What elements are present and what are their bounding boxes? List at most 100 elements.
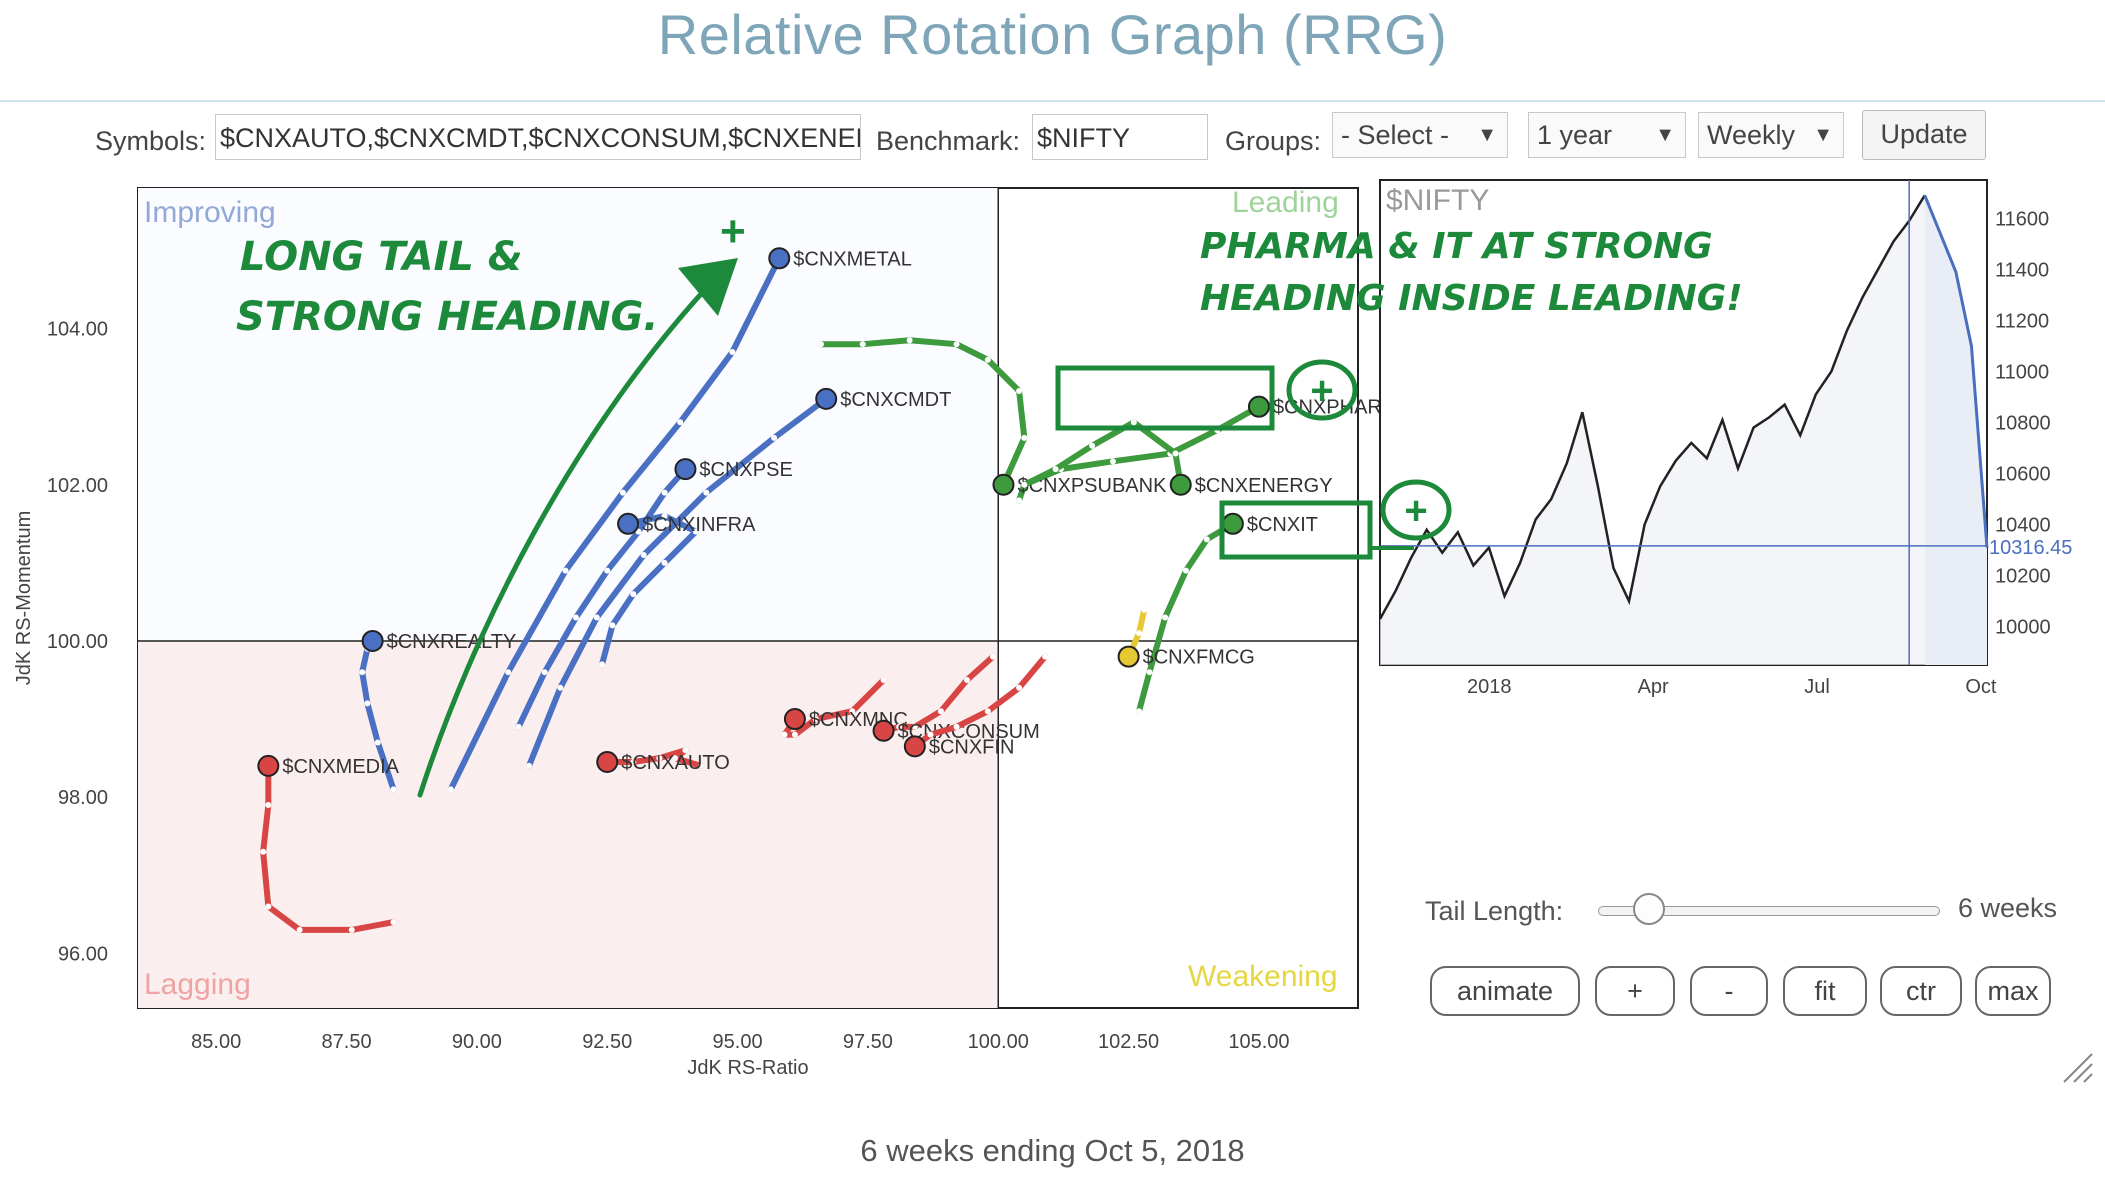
rrg-head-marker[interactable] [617, 512, 640, 535]
rrg-head-marker[interactable] [257, 754, 280, 777]
rrg-chart[interactable]: Improving Leading Lagging Weakening 85.00 87.… [13, 186, 1413, 1079]
x-tick-label: 100.00 [968, 1031, 1029, 1053]
title-divider [0, 100, 2105, 102]
rrg-tail-point [348, 926, 355, 933]
rrg-tail-point [390, 786, 397, 793]
rrg-series[interactable]: $CNXINFRA [599, 512, 756, 668]
rrg-tail-point [953, 341, 960, 348]
rrg-tail-point [630, 759, 637, 765]
x-tick-label: 105.00 [1228, 1031, 1289, 1053]
rrg-tail-point [692, 528, 699, 535]
rrg-tail-point [906, 337, 913, 344]
fit-button[interactable]: fit [1783, 966, 1867, 1016]
rrg-head-marker[interactable] [596, 751, 619, 773]
x-tick-label: 85.00 [191, 1031, 241, 1053]
rrg-series[interactable]: $CNXMETAL [447, 247, 912, 793]
rrg-series-label: $CNXENERGY [1195, 475, 1333, 497]
rrg-tail-point [896, 723, 903, 730]
rrg-series-label: $CNXCONSUM [898, 721, 1040, 743]
x-tick-label: 90.00 [452, 1031, 502, 1053]
rrg-series[interactable]: $CNXFMCG [1117, 606, 1255, 669]
rrg-tail-point [557, 684, 564, 691]
rrg-head-marker[interactable] [992, 473, 1015, 496]
rrg-tail-point [990, 653, 997, 660]
benchmark-x-tick: Apr [1638, 676, 1669, 698]
highlight-box-it [1219, 500, 1373, 560]
groups-select[interactable]: - Select - ▼ [1332, 112, 1508, 158]
rrg-tail-point [672, 755, 679, 762]
rrg-series-label: $CNXFMCG [1143, 647, 1255, 669]
benchmark-price-line [1378, 194, 1926, 620]
rrg-tail-point [781, 731, 788, 738]
tail-length-label: Tail Length: [1425, 896, 1564, 926]
frequency-select[interactable]: Weekly ▼ [1698, 112, 1844, 158]
rrg-series[interactable]: $CNXCMDT [526, 387, 951, 769]
frequency-select-value: Weekly [1707, 120, 1796, 150]
update-button[interactable]: Update [1862, 110, 1986, 160]
rrg-tail-point [1172, 450, 1179, 457]
rrg-series[interactable]: $CNXPSUBANK [817, 337, 1167, 497]
rrg-tail-point [604, 567, 611, 574]
y-tick-label: 98.00 [58, 787, 108, 809]
chevron-down-icon: ▼ [1813, 124, 1833, 146]
rrg-head-marker[interactable] [674, 458, 697, 481]
rrg-series[interactable]: $CNXENERGY [1021, 419, 1333, 497]
rrg-head-marker[interactable] [1247, 395, 1270, 418]
benchmark-y-tick: 11000 [1995, 361, 2049, 383]
rrg-tail-point [661, 513, 668, 519]
rrg-tail-point [1162, 614, 1169, 621]
y-tick-label: 102.00 [47, 475, 108, 497]
max-button[interactable]: max [1975, 966, 2051, 1016]
rrg-tail-point [609, 622, 616, 629]
rrg-head-marker[interactable] [768, 247, 791, 270]
rrg-series-label: $CNXMETAL [793, 248, 912, 270]
rrg-tail-point [1130, 419, 1137, 426]
rrg-head-marker[interactable] [815, 387, 838, 410]
center-button[interactable]: ctr [1880, 966, 1962, 1016]
rrg-tail-point [265, 903, 272, 910]
rrg-head-marker[interactable] [903, 735, 926, 758]
benchmark-label: Benchmark: [876, 126, 1021, 156]
benchmark-recent-line [1923, 194, 1989, 548]
rrg-tail-point [849, 708, 856, 715]
period-select[interactable]: 1 year ▼ [1528, 112, 1686, 158]
tail-length-slider-handle[interactable] [1633, 893, 1665, 925]
rrg-tail-point [771, 434, 778, 441]
rrg-head-marker[interactable] [783, 708, 806, 731]
quadrant-label-lagging: Lagging [144, 968, 251, 1001]
rrg-head-marker[interactable] [1221, 512, 1244, 535]
tail-length-slider[interactable] [1598, 906, 1940, 916]
rrg-tail-point [661, 489, 668, 496]
zoom-out-button[interactable]: - [1690, 966, 1768, 1016]
current-value-label: 10316.45 [1989, 537, 2072, 559]
chevron-down-icon: ▼ [1477, 124, 1497, 146]
rrg-tail-point [817, 341, 824, 348]
zoom-in-button[interactable]: + [1595, 966, 1675, 1016]
annotation-arrowhead [678, 258, 738, 316]
rrg-tail-point [359, 669, 366, 676]
rrg-head-marker[interactable] [872, 719, 895, 742]
rrg-tail [1021, 419, 1184, 488]
resize-handle-icon[interactable] [2060, 1050, 2094, 1084]
benchmark-input[interactable]: $NIFTY [1032, 114, 1208, 160]
animate-button[interactable]: animate [1430, 966, 1580, 1016]
rrg-tail-point [541, 669, 548, 676]
rrg-series[interactable]: $CNXMEDIA [257, 754, 400, 933]
symbols-input[interactable]: $CNXAUTO,$CNXCMDT,$CNXCONSUM,$CNXENERGY,… [215, 114, 861, 160]
rrg-head-marker[interactable] [361, 629, 384, 652]
rrg-series-label: $CNXCMDT [840, 389, 951, 411]
rrg-series[interactable]: $CNXPSE [515, 458, 793, 730]
rrg-head-marker[interactable] [1169, 473, 1192, 496]
rrg-series-label: $CNXPSE [699, 459, 792, 481]
rrg-tail-point [1042, 653, 1049, 660]
groups-select-value: - Select - [1341, 120, 1450, 150]
rrg-tail-point [296, 926, 303, 933]
rrg-tail-point [390, 919, 397, 926]
rrg-series[interactable]: $CNXCONSUM [872, 653, 1040, 743]
rrg-tail-point [640, 552, 647, 559]
rrg-tail-point [505, 669, 512, 676]
rrg-head-marker[interactable] [1117, 645, 1140, 668]
rrg-series[interactable]: $CNXAUTO [596, 747, 730, 774]
rrg-series[interactable]: $CNXFIN [903, 653, 1049, 759]
